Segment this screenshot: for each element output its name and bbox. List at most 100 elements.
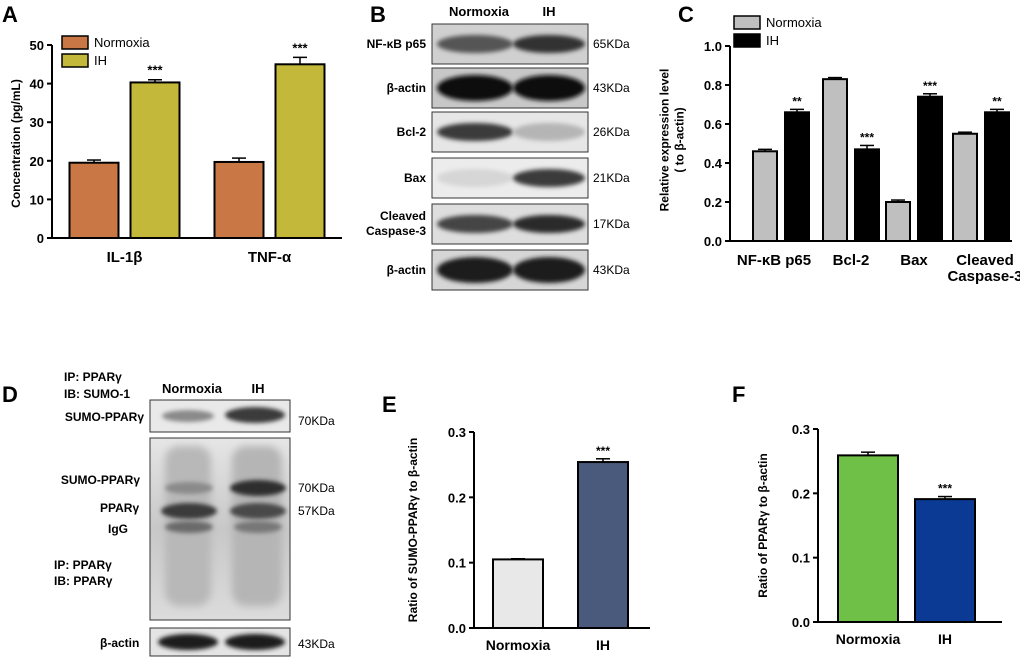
western-blot-b: Normoxia IH NF-κB p65 65KDa β-actin 43KDa Bc…: [366, 4, 630, 291]
y-tick-label: 0.0: [448, 621, 466, 636]
blot-d-ip-label: IP: PPARγ: [64, 370, 122, 384]
blot-b-band-ih-0: [513, 35, 585, 53]
bar-ih-0: [129, 81, 181, 239]
panel-label-d: D: [2, 382, 18, 407]
x-category-label: Normoxia: [486, 637, 551, 653]
blot-b-size-5: 43KDa: [593, 263, 630, 277]
bar-normoxia-2: [885, 201, 911, 242]
blot-b-band-normoxia-2: [437, 123, 513, 141]
blot-b-header-normoxia: Normoxia: [449, 4, 510, 19]
y-tick-label: 0: [37, 231, 44, 246]
blot-d-ib-label: IB: SUMO-1: [64, 387, 130, 401]
y-tick-label: 1.0: [704, 39, 722, 54]
blot-d-band-sumo-normoxia: [165, 482, 213, 494]
blot-d-bottom-label: β-actin: [100, 636, 139, 650]
bar-ih-1: [274, 63, 326, 239]
blot-d-bottom-band-normoxia: [158, 634, 218, 650]
x-category-label: Cleaved Caspase-3: [947, 252, 1020, 285]
blot-d-ip2-label: IP: PPARγ: [54, 558, 112, 572]
blot-d-bottom-size: 43KDa: [298, 637, 335, 651]
significance-label: **: [792, 94, 802, 108]
y-tick-label: 20: [30, 154, 44, 169]
blot-b-header-ih: IH: [543, 4, 556, 19]
blot-d-mid-label-sumo: SUMO-PPARγ: [61, 473, 140, 487]
legend-label-normoxia: Normoxia: [94, 35, 150, 50]
legend-label-ih: IH: [94, 53, 107, 68]
blot-d-top-band-ih: [225, 407, 285, 423]
blot-b-size-3: 21KDa: [593, 171, 630, 185]
blot-d-bottom-band-ih: [225, 634, 285, 650]
x-category-label: Bax: [900, 252, 928, 269]
blot-d-header-normoxia: Normoxia: [162, 381, 223, 396]
bar-ih-2: [917, 95, 943, 242]
blot-b-label-4: Cleaved Caspase-3: [366, 209, 426, 238]
y-tick-label: 0.8: [704, 78, 722, 93]
y-tick-label: 0.0: [704, 234, 722, 249]
blot-b-label-5: β-actin: [387, 263, 426, 277]
panel-label-a: A: [2, 2, 18, 27]
blot-b-band-normoxia-3: [437, 169, 513, 187]
blot-d-header-ih: IH: [252, 381, 265, 396]
panel-label-e: E: [382, 392, 397, 417]
blot-b-band-normoxia-0: [437, 35, 513, 53]
y-axis-title: Ratio of SUMO-PPARγ to β-actin: [406, 438, 420, 622]
blot-d-top-size: 70KDa: [298, 414, 335, 428]
blot-b-band-ih-2: [513, 123, 585, 141]
blot-b-band-ih-3: [513, 169, 585, 187]
y-tick-label: 0.2: [704, 195, 722, 210]
y-axis-title: Ratio of PPARγ to β-actin: [756, 453, 770, 597]
x-category-label: IL-1β: [107, 249, 143, 266]
blot-b-size-4: 17KDa: [593, 217, 630, 231]
blot-b-size-1: 43KDa: [593, 81, 630, 95]
chart-e: 0.0 0.1 0.2 0.3 Normoxia *** IH Ratio of SUMO-P…: [406, 425, 650, 653]
significance-label: ***: [596, 444, 610, 458]
y-tick-label: 10: [30, 192, 44, 207]
x-category-label: Normoxia: [836, 631, 901, 647]
y-axis-title-group: Ratio of PPARγ to β-actin: [756, 453, 770, 597]
blot-d-ib2-label: IB: PPARγ: [54, 574, 113, 588]
chart-a: 0 10 20 30 40 50 *** IL-1β *** TNF-α Concentration…: [9, 35, 342, 266]
y-tick-label: 0.0: [792, 615, 810, 630]
y-tick-label: 40: [30, 77, 44, 92]
x-category-label: NF-κB p65: [737, 252, 811, 269]
bar-normoxia: [492, 558, 544, 630]
blot-b-band-ih-4: [513, 215, 585, 233]
bar-ih-3: [984, 111, 1010, 242]
x-category-label: IH: [596, 637, 610, 653]
legend-swatch-normoxia: [733, 15, 761, 30]
blot-b-label-1: β-actin: [387, 81, 426, 95]
significance-label: **: [992, 94, 1002, 108]
bar-normoxia-3: [952, 132, 978, 242]
blot-b-size-2: 26KDa: [593, 125, 630, 139]
blot-d-band-ppar-normoxia: [161, 503, 217, 519]
blot-b-band-normoxia-1: [437, 75, 513, 101]
y-tick-label: 0.2: [792, 486, 810, 501]
y-axis-title-group: Concentration (pg/mL): [9, 79, 23, 208]
x-category-label: IH: [938, 631, 952, 647]
western-blot-d: IP: PPARγ IB: SUMO-1 Normoxia IH SUMO-PP…: [54, 370, 335, 657]
y-tick-label: 0.3: [448, 425, 466, 440]
legend-swatch-normoxia: [61, 35, 89, 50]
y-axis-title: Concentration (pg/mL): [9, 79, 23, 208]
y-axis-title-group: Ratio of SUMO-PPARγ to β-actin: [406, 438, 420, 622]
legend-label-normoxia: Normoxia: [766, 15, 822, 30]
blot-d-mid-size-70: 70KDa: [298, 481, 335, 495]
y-tick-label: 30: [30, 115, 44, 130]
legend-swatch-ih: [733, 33, 761, 48]
y-tick-label: 50: [30, 38, 44, 53]
y-tick-label: 0.1: [792, 551, 810, 566]
bar-ih-0: [784, 111, 810, 242]
blot-d-band-igg-normoxia: [165, 521, 213, 533]
y-tick-label: 0.6: [704, 117, 722, 132]
panel-label-b: B: [370, 2, 386, 27]
y-axis-title-group: Relative expression level( to β-actin): [658, 69, 687, 212]
blot-d-band-igg-ih: [234, 521, 282, 533]
bar-normoxia-1: [822, 78, 848, 243]
blot-d-top-band-normoxia: [162, 410, 214, 422]
blot-b-band-normoxia-5: [437, 257, 513, 283]
bar-normoxia: [837, 454, 899, 624]
significance-label: ***: [147, 63, 163, 78]
significance-label: ***: [292, 40, 308, 55]
blot-b-label-0: NF-κB p65: [367, 37, 427, 51]
blot-d-mid-label-ppar: PPARγ: [100, 501, 139, 515]
